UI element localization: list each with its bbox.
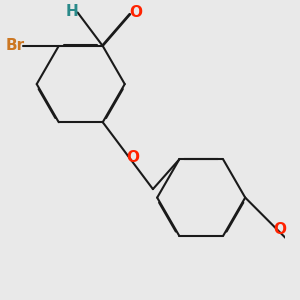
Text: O: O: [273, 222, 286, 237]
Text: H: H: [66, 4, 79, 19]
Text: O: O: [126, 151, 139, 166]
Text: Br: Br: [5, 38, 24, 53]
Text: O: O: [129, 4, 142, 20]
